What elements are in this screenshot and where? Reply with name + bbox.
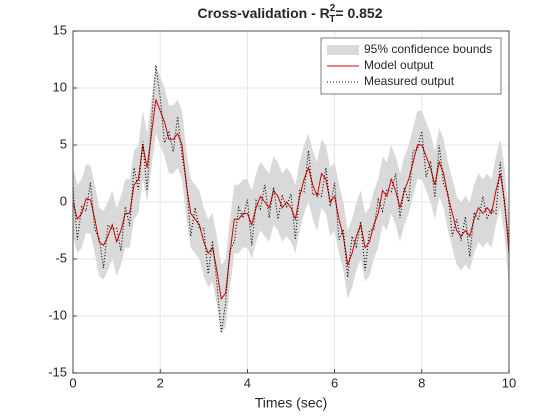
y-tick-label: 5 <box>60 136 67 151</box>
marks <box>72 65 510 334</box>
legend: 95% confidence bounds Model output Measure… <box>320 37 502 95</box>
title-subscript: T <box>329 14 335 25</box>
y-tick-label: 10 <box>53 79 67 94</box>
legend-label: Model output <box>364 58 434 72</box>
y-tick-label: 15 <box>53 22 67 37</box>
y-tick-label: -15 <box>48 364 67 379</box>
series-line <box>72 99 510 301</box>
x-tick-label: 10 <box>502 375 516 390</box>
y-tick-label: -5 <box>55 250 67 265</box>
x-tick-label: 0 <box>69 375 76 390</box>
title-suffix: = 0.852 <box>335 5 382 21</box>
series-line <box>72 65 510 334</box>
legend-swatch <box>327 45 359 55</box>
x-tick-label: 2 <box>157 375 164 390</box>
y-tick-label: 0 <box>60 193 67 208</box>
legend-label: 95% confidence bounds <box>364 42 492 56</box>
x-axis-label: Times (sec) <box>255 395 328 411</box>
title-text: Cross-validation - R <box>197 5 329 21</box>
x-tick-label: 4 <box>244 375 251 390</box>
legend-label: Measured output <box>364 74 455 88</box>
axes-box <box>72 30 510 374</box>
y-tick-label: -10 <box>48 307 67 322</box>
chart-title: Cross-validation - R2 T= 0.852 <box>197 3 382 25</box>
title-superscript: 2 <box>330 3 336 14</box>
x-tick-label: 8 <box>418 375 425 390</box>
x-tick-label: 6 <box>331 375 338 390</box>
